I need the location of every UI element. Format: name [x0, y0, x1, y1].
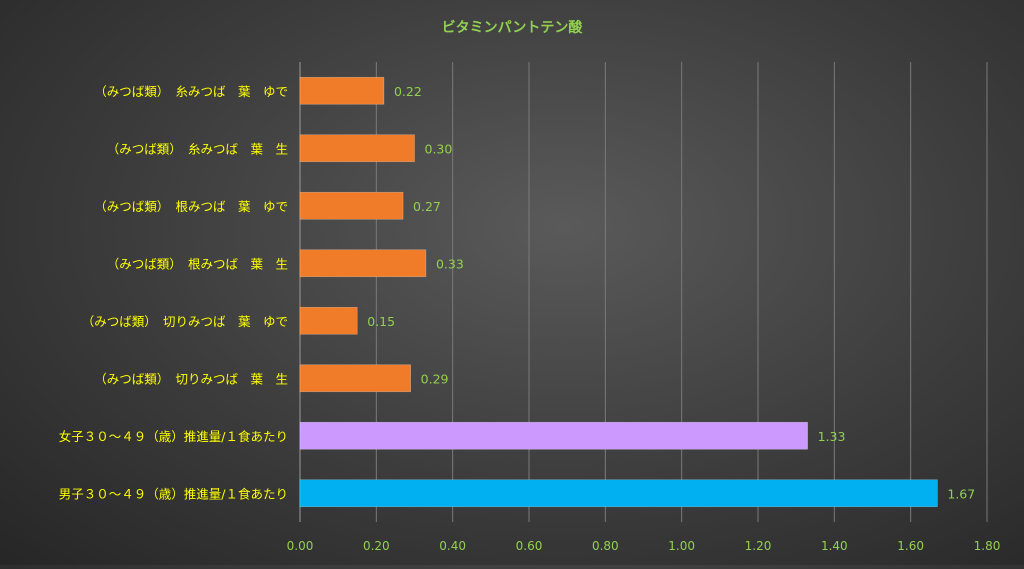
bar	[299, 191, 404, 220]
bars	[299, 76, 938, 508]
category-labels: （みつば類） 糸みつば 葉 ゆで （みつば類） 糸みつば 葉 生 （みつば類） 根み…	[59, 84, 288, 502]
x-tick-label: 0.20	[363, 539, 390, 553]
data-label: 0.30	[425, 141, 453, 156]
x-tick-labels: 0.00 0.20 0.40 0.60 0.80 1.00 1.20 1.40 1.60 1.80	[287, 539, 1001, 553]
category-label: （みつば類） 糸みつば 葉 生	[107, 141, 288, 156]
data-label: 0.15	[367, 314, 395, 329]
category-label: （みつば類） 糸みつば 葉 ゆで	[94, 84, 288, 99]
bar	[299, 249, 427, 278]
data-label: 1.33	[818, 429, 846, 444]
bar	[299, 76, 385, 105]
x-tick-label: 1.60	[897, 539, 924, 553]
x-tick-label: 1.00	[668, 539, 695, 553]
bar	[299, 306, 358, 335]
category-label: （みつば類） 切りみつば 葉 ゆで	[82, 314, 288, 329]
category-label: 男子３０～４９（歳）推進量/１食あたり	[59, 486, 288, 501]
bar	[299, 134, 415, 163]
chart-title: ビタミンパントテン酸	[442, 19, 584, 36]
x-tick-label: 0.60	[516, 539, 543, 553]
data-label: 1.67	[947, 486, 975, 501]
x-tick-label: 1.20	[745, 539, 772, 553]
category-label: （みつば類） 根みつば 葉 ゆで	[94, 199, 288, 214]
data-label: 0.27	[413, 199, 441, 214]
bar	[299, 421, 808, 450]
category-label: （みつば類） 切りみつば 葉 生	[94, 371, 288, 386]
x-tick-label: 1.80	[974, 539, 1001, 553]
x-tick-label: 0.00	[287, 539, 314, 553]
gridlines	[299, 62, 988, 522]
bar	[299, 479, 938, 508]
category-label: 女子３０～４９（歳）推進量/１食あたり	[59, 429, 288, 444]
data-label: 0.29	[421, 371, 449, 386]
value-labels: 0.22 0.30 0.27 0.33 0.15 0.29 1.33 1.67	[367, 84, 975, 502]
data-label: 0.33	[436, 256, 464, 271]
x-tick-label: 0.40	[439, 539, 466, 553]
x-tick-label: 1.40	[821, 539, 848, 553]
bar	[299, 364, 411, 393]
category-label: （みつば類） 根みつば 葉 生	[107, 256, 288, 271]
data-label: 0.22	[394, 84, 422, 99]
x-tick-label: 0.80	[592, 539, 619, 553]
